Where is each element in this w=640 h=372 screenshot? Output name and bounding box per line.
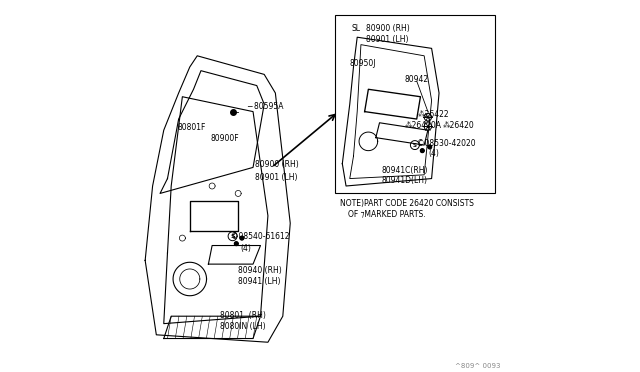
Text: 80942: 80942 <box>405 76 429 84</box>
Text: (4): (4) <box>428 149 439 158</box>
Text: ─ 80595A: ─ 80595A <box>248 102 284 110</box>
Polygon shape <box>240 236 244 240</box>
Text: ©08530-42020: ©08530-42020 <box>417 139 476 148</box>
Text: SL: SL <box>351 24 360 33</box>
Polygon shape <box>234 242 238 246</box>
Text: 80901 (LH): 80901 (LH) <box>255 173 298 182</box>
Text: ⁂26420A: ⁂26420A <box>405 121 442 130</box>
Text: ⁂26422: ⁂26422 <box>417 110 449 119</box>
Text: 80950J: 80950J <box>349 59 376 68</box>
Text: 80901 (LH): 80901 (LH) <box>367 35 409 44</box>
Text: S: S <box>230 234 235 239</box>
Text: NOTE)PART CODE 26420 CONSISTS: NOTE)PART CODE 26420 CONSISTS <box>340 199 474 208</box>
Text: 8080IN (LH): 8080IN (LH) <box>220 322 265 331</box>
Text: 80900 (RH): 80900 (RH) <box>367 24 410 33</box>
Text: 80801F: 80801F <box>177 123 206 132</box>
Text: 80941D(LH): 80941D(LH) <box>381 176 428 185</box>
Text: S: S <box>413 142 417 148</box>
Text: 80900 (RH): 80900 (RH) <box>255 160 299 169</box>
Text: ©08540-61612: ©08540-61612 <box>232 232 290 241</box>
Text: 80940 (RH): 80940 (RH) <box>238 266 282 275</box>
Text: 80900F: 80900F <box>211 134 239 143</box>
Text: (4): (4) <box>240 244 251 253</box>
Text: ^809^ 0093: ^809^ 0093 <box>455 363 500 369</box>
Polygon shape <box>420 149 424 153</box>
Text: 80941C(RH): 80941C(RH) <box>381 166 428 175</box>
Text: ⁂26420: ⁂26420 <box>443 121 474 130</box>
Text: OF ⁊MARKED PARTS.: OF ⁊MARKED PARTS. <box>348 209 426 218</box>
Text: 80941 (LH): 80941 (LH) <box>238 278 281 286</box>
FancyBboxPatch shape <box>335 15 495 193</box>
Polygon shape <box>428 145 431 149</box>
Text: 80801  (RH): 80801 (RH) <box>220 311 266 320</box>
